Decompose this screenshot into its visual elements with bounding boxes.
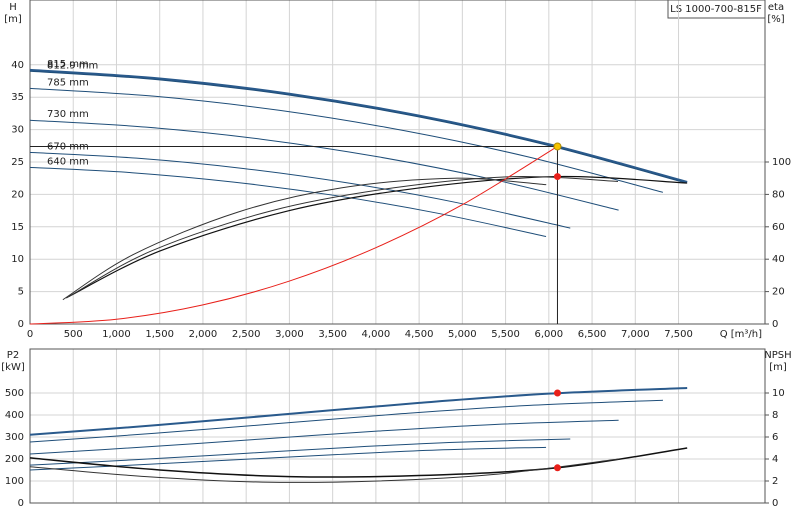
curve <box>68 175 688 297</box>
x-tick-label: 6,500 <box>578 329 607 340</box>
y2-tick-label: 2 <box>772 476 778 487</box>
x-tick-label: 2,500 <box>232 329 261 340</box>
y2-axis-unit: [%] <box>767 14 784 25</box>
x-tick-label: 7,500 <box>664 329 693 340</box>
curve-label: 815 mm <box>47 59 89 70</box>
y2-tick-label: 8 <box>772 410 778 421</box>
x-tick-label: 2,000 <box>189 329 218 340</box>
x-axis-label: Q [m³/h] <box>720 329 762 340</box>
y-tick-label: 40 <box>11 60 24 71</box>
curve <box>29 399 663 443</box>
curve <box>29 68 688 184</box>
plot-frame <box>29 348 766 504</box>
y-tick-label: 10 <box>11 254 24 265</box>
curve <box>29 447 688 478</box>
curve <box>29 146 558 325</box>
x-tick-label: 4,500 <box>405 329 434 340</box>
duty-point <box>553 142 562 151</box>
x-tick-label: 3,000 <box>275 329 304 340</box>
y2-tick-label: 60 <box>772 222 785 233</box>
curve <box>29 119 619 211</box>
y-tick-label: 20 <box>11 189 24 200</box>
curve <box>62 177 547 301</box>
x-tick-label: 1,500 <box>145 329 174 340</box>
y2-axis-label: eta <box>768 2 784 13</box>
x-tick-label: 0 <box>27 329 33 340</box>
curve <box>29 446 547 471</box>
curve-label: 785 mm <box>47 77 89 88</box>
curve <box>29 419 619 455</box>
x-tick-label: 5,000 <box>448 329 477 340</box>
curve-label: 640 mm <box>47 156 89 167</box>
y2-tick-label: 0 <box>772 319 778 330</box>
y2-tick-label: 0 <box>772 498 778 509</box>
duty-point <box>553 173 561 181</box>
y-tick-label: 200 <box>5 454 24 465</box>
y-axis-unit: [kW] <box>1 362 25 373</box>
y2-tick-label: 40 <box>772 254 785 265</box>
y-tick-label: 400 <box>5 410 24 421</box>
y-tick-label: 5 <box>18 287 24 298</box>
plot-frame <box>29 0 766 325</box>
y-tick-label: 0 <box>18 498 24 509</box>
curve <box>29 166 547 237</box>
y-axis-unit: [m] <box>4 14 22 25</box>
y-tick-label: 35 <box>11 92 24 103</box>
curve <box>29 458 619 483</box>
curve <box>29 438 571 466</box>
duty-point <box>553 389 561 397</box>
curve <box>29 386 688 436</box>
x-tick-label: 5,500 <box>491 329 520 340</box>
x-tick-label: 500 <box>64 329 83 340</box>
y2-axis-label: NPSH <box>764 350 791 361</box>
duty-point <box>553 464 561 472</box>
y-axis-label: P2 <box>7 350 19 361</box>
y-tick-label: 30 <box>11 125 24 136</box>
y-tick-label: 15 <box>11 222 24 233</box>
y2-axis-unit: [m] <box>769 362 787 373</box>
y-tick-label: 0 <box>18 319 24 330</box>
curve-label: 812.9 mm <box>47 60 98 71</box>
curve <box>29 87 664 193</box>
y-tick-label: 500 <box>5 388 24 399</box>
curve <box>66 175 619 299</box>
curve <box>29 70 686 184</box>
y-tick-label: 100 <box>5 476 24 487</box>
y2-tick-label: 6 <box>772 432 778 443</box>
x-tick-label: 4,000 <box>362 329 391 340</box>
y-tick-label: 25 <box>11 157 24 168</box>
y-tick-label: 300 <box>5 432 24 443</box>
y2-tick-label: 80 <box>772 189 785 200</box>
x-tick-label: 7,000 <box>621 329 650 340</box>
curve <box>29 151 571 229</box>
x-tick-label: 3,500 <box>318 329 347 340</box>
x-tick-label: 1,000 <box>102 329 131 340</box>
y2-tick-label: 10 <box>772 388 785 399</box>
y2-tick-label: 100 <box>772 157 791 168</box>
curve-label: 730 mm <box>47 109 89 120</box>
y2-tick-label: 4 <box>772 454 778 465</box>
y-axis-label: H <box>9 2 17 13</box>
x-tick-label: 6,000 <box>535 329 564 340</box>
y2-tick-label: 20 <box>772 287 785 298</box>
chart-title: LS 1000-700-815F <box>670 4 762 15</box>
